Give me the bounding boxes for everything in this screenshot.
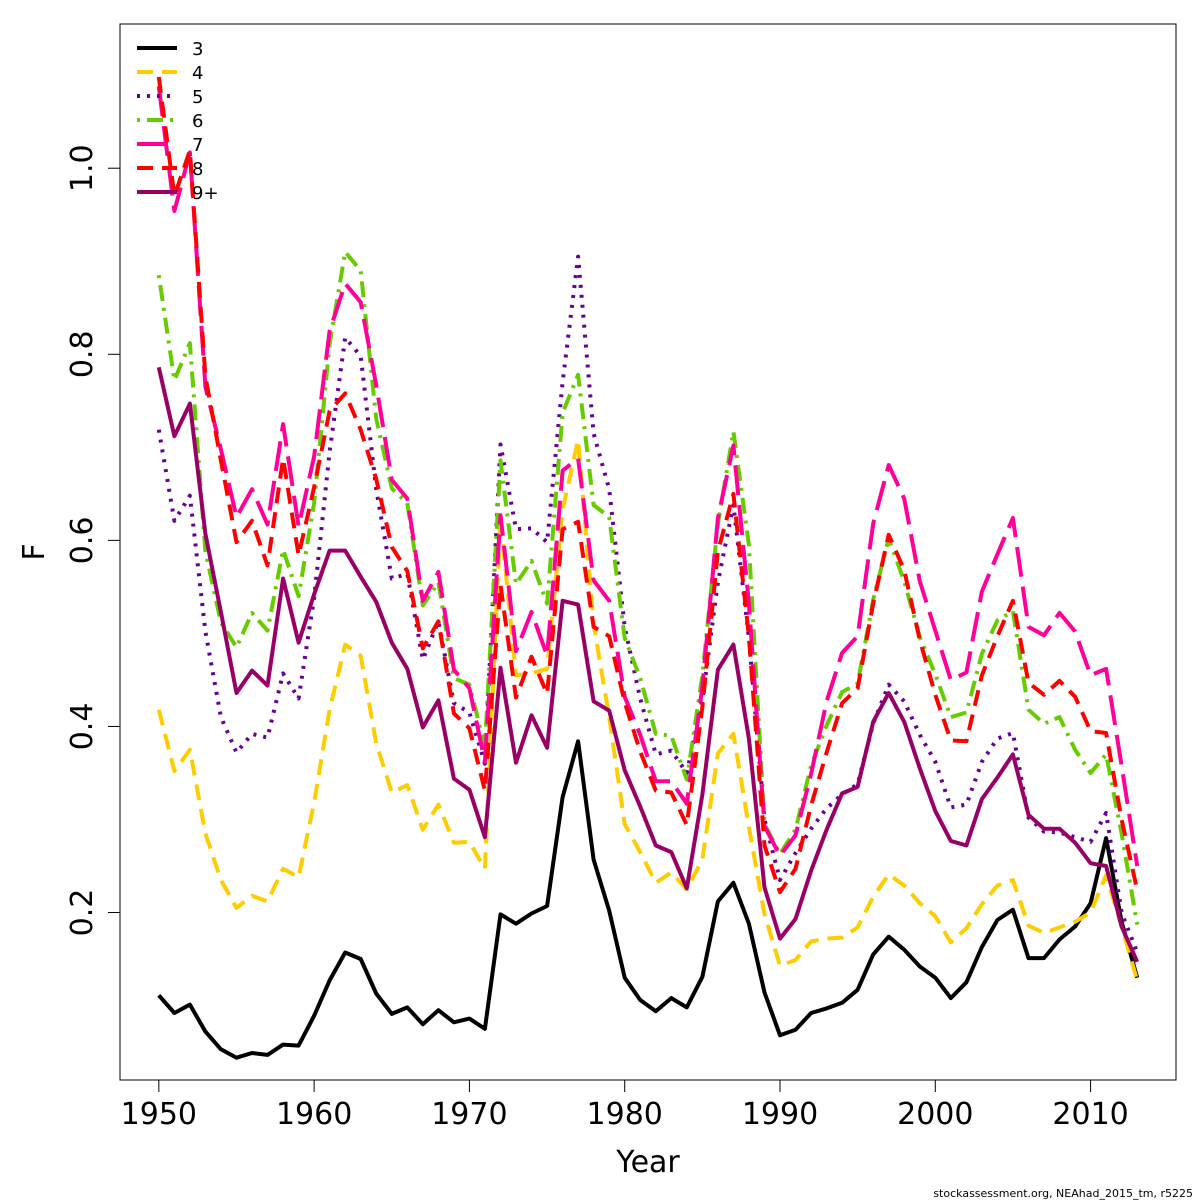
legend-label-3: 3 bbox=[192, 39, 203, 60]
x-tick-label: 1960 bbox=[276, 1097, 352, 1132]
series-line-6 bbox=[156, 249, 1140, 925]
y-tick-label: 0.4 bbox=[65, 703, 100, 751]
legend-label-6: 6 bbox=[192, 111, 203, 132]
x-tick-label: 1950 bbox=[121, 1097, 197, 1132]
legend: 3 4 5 6 7 8 9+ bbox=[137, 39, 219, 204]
y-tick-label: 0.6 bbox=[65, 517, 100, 565]
series-line-8 bbox=[156, 76, 1140, 895]
series-line-9plus bbox=[156, 366, 1140, 963]
y-axis-title: F bbox=[17, 543, 52, 560]
legend-label-9plus: 9+ bbox=[192, 183, 219, 204]
legend-label-7: 7 bbox=[192, 135, 203, 156]
x-tick-label: 1970 bbox=[431, 1097, 507, 1132]
x-tick-label: 2010 bbox=[1052, 1097, 1128, 1132]
series-line-3 bbox=[157, 739, 1140, 1060]
x-tick-label: 2000 bbox=[897, 1097, 973, 1132]
x-axis-title: Year bbox=[615, 1145, 680, 1180]
series-layer bbox=[156, 76, 1140, 1060]
x-tick-label: 1980 bbox=[587, 1097, 663, 1132]
y-tick-label: 1.0 bbox=[65, 144, 100, 192]
series-line-7 bbox=[156, 86, 1140, 867]
y-axis: 0.2 0.4 0.6 0.8 1.0 bbox=[65, 144, 121, 937]
x-axis: 1950 1960 1970 1980 1990 2000 2010 bbox=[121, 1079, 1129, 1132]
legend-label-4: 4 bbox=[192, 63, 203, 84]
credit-text: stockassessment.org, NEAhad_2015_tm, r52… bbox=[933, 1187, 1193, 1200]
legend-label-5: 5 bbox=[192, 87, 203, 108]
y-tick-label: 0.2 bbox=[65, 889, 100, 937]
x-tick-label: 1990 bbox=[742, 1097, 818, 1132]
y-tick-label: 0.8 bbox=[65, 330, 100, 378]
legend-label-8: 8 bbox=[192, 159, 203, 180]
series-line-4 bbox=[156, 437, 1140, 981]
